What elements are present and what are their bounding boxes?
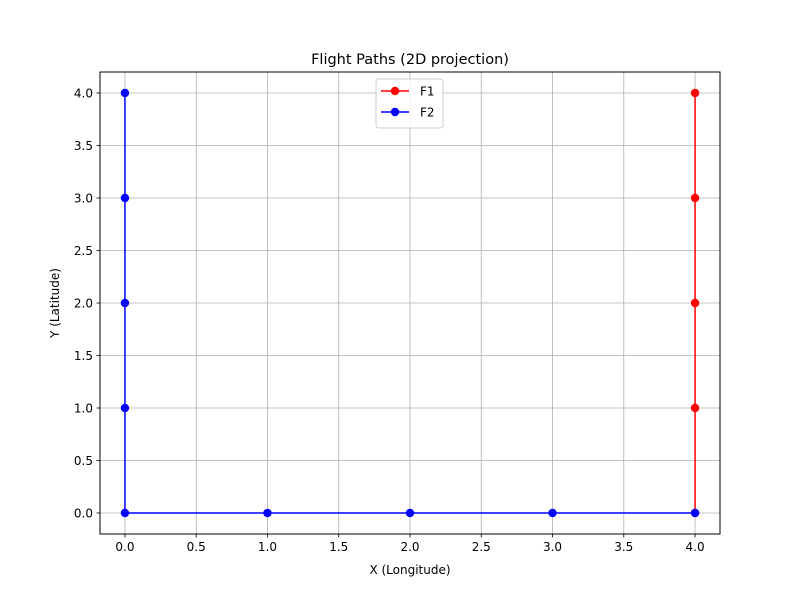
x-tick-label: 1.5 <box>329 540 348 554</box>
data-point-f2 <box>120 193 130 203</box>
data-point-f2 <box>120 508 130 518</box>
x-tick-label: 4.0 <box>686 540 705 554</box>
data-point-f2 <box>263 508 272 518</box>
y-tick-label: 2.5 <box>74 244 93 258</box>
y-tick-label: 3.0 <box>74 191 93 205</box>
data-point-f2 <box>690 508 700 518</box>
x-tick-label: 3.0 <box>543 540 562 554</box>
y-tick-label: 1.0 <box>74 401 93 415</box>
data-point-f1 <box>690 403 700 413</box>
x-tick-label: 3.5 <box>614 540 633 554</box>
data-point-f1 <box>690 298 700 308</box>
y-axis-label: Y (Latitude) <box>48 268 62 339</box>
y-tick-label: 0.5 <box>74 454 93 468</box>
chart-title: Flight Paths (2D projection) <box>311 52 509 68</box>
data-point-f1 <box>690 88 700 98</box>
data-point-f1 <box>690 193 700 203</box>
x-axis-ticks: 0.0 0.5 1.0 1.5 2.0 2.5 3.0 3.5 4.0 <box>115 534 705 554</box>
x-tick-label: 0.5 <box>187 540 206 554</box>
series-layer <box>120 88 700 518</box>
data-point-f2 <box>548 508 557 518</box>
legend: F1 F2 <box>375 78 444 129</box>
data-point-f2 <box>120 298 130 308</box>
x-tick-label: 2.0 <box>400 540 419 554</box>
legend-marker-f1 <box>390 86 400 96</box>
data-point-f2 <box>120 403 130 413</box>
y-tick-label: 0.0 <box>74 506 93 520</box>
y-axis-ticks: 0.0 0.5 1.0 1.5 2.0 2.5 3.0 3.5 4.0 <box>74 86 100 520</box>
y-tick-label: 4.0 <box>74 86 93 100</box>
legend-label-f1: F1 <box>420 84 435 98</box>
data-point-f2 <box>120 88 130 98</box>
data-point-f2 <box>405 508 415 518</box>
y-tick-label: 2.0 <box>74 296 93 310</box>
y-tick-label: 3.5 <box>74 139 93 153</box>
x-axis-label: X (Longitude) <box>369 563 450 577</box>
legend-label-f2: F2 <box>420 105 435 119</box>
x-tick-label: 2.5 <box>472 540 491 554</box>
y-tick-label: 1.5 <box>74 349 93 363</box>
x-tick-label: 1.0 <box>258 540 277 554</box>
legend-marker-f2 <box>390 107 400 117</box>
x-tick-label: 0.0 <box>115 540 134 554</box>
